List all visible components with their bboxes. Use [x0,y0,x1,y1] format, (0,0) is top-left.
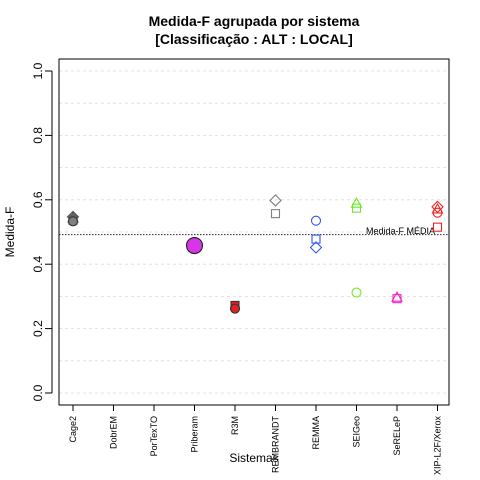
y-tick-label: 0.2 [31,320,45,337]
x-tick-label: R3M [230,416,240,435]
data-point-triangle [350,197,363,208]
data-point-diamond [309,241,323,254]
x-tick-label: REMBRANDT [271,416,281,474]
x-tick-label: REMMA [311,416,321,450]
data-point-circle [310,215,322,226]
x-axis-label: Sistemas [229,451,278,465]
x-tick-label: SEIGeo [352,416,362,448]
x-tick-label: Cage2 [68,416,78,443]
chart-title: Medida-F agrupada por sistema [149,13,360,29]
y-tick-label: 0.4 [31,256,45,273]
data-point-square [392,294,402,304]
data-point-circle [67,216,79,227]
reference-line-label: Medida-F MÉDIA [366,226,435,236]
x-tick-label: XIP-L2F/Xerox [433,416,443,476]
data-point-triangle [391,291,403,302]
y-tick-label: 0.8 [31,127,45,144]
grid-lines [59,70,449,394]
x-tick-label: PorTexTO [149,416,159,456]
data-point-diamond [431,200,444,214]
x-tick-label: SeRELeP [392,416,402,456]
data-point-square [351,203,362,213]
y-tick-label: 0.0 [31,384,45,401]
data-point-square [432,222,443,232]
y-axis: 0.0 0.2 0.4 0.6 0.8 1.0 [31,62,53,401]
chart-subtitle: [Classificação : ALT : LOCAL] [155,31,353,47]
data-point-square [270,209,281,219]
reference-line-group: Medida-F MÉDIA [59,226,449,236]
data-point-circle [229,303,241,314]
data-point-circle [185,236,204,255]
data-point-circle [351,287,362,298]
data-point-square [311,234,321,244]
x-axis: Cage2 DobrEM PorTexTO Priberam R3M REMBRANDT R… [68,404,443,476]
data-points [66,194,444,314]
y-axis-label: Medida-F [3,207,17,258]
y-tick-label: 0.6 [31,191,45,208]
y-tick-label: 1.0 [31,62,45,79]
data-point-diamond [269,194,282,207]
data-point-circle [432,207,443,218]
x-tick-label: DobrEM [109,416,119,449]
x-tick-label: Priberam [190,416,200,453]
